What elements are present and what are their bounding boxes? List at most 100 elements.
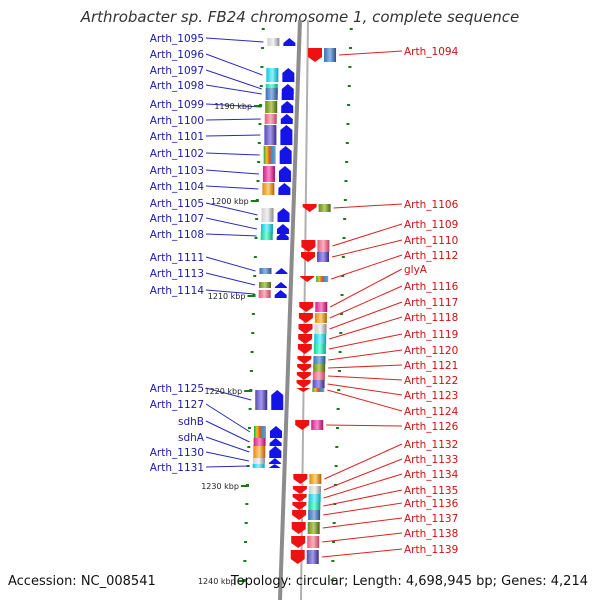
reverse-gene-arrow	[292, 502, 307, 510]
feature-block	[308, 494, 321, 502]
feature-block	[264, 125, 277, 145]
feature-block	[264, 114, 277, 124]
reverse-gene-arrow	[301, 240, 316, 252]
feature-block	[315, 302, 328, 312]
reverse-label-line	[328, 333, 403, 350]
forward-gene-arrow	[283, 38, 296, 46]
forward-label-lines	[205, 37, 264, 468]
reverse-gene-arrow	[308, 48, 323, 62]
reverse-gene-arrow	[292, 494, 307, 502]
tick-right	[334, 465, 338, 467]
forward-gene-label: Arth_1113	[150, 268, 204, 280]
reverse-gene-arrow	[298, 313, 313, 323]
feature-block	[312, 388, 325, 392]
reverse-gene-label: Arth_1138	[404, 528, 458, 540]
feature-block	[313, 364, 326, 372]
feature-block	[258, 282, 271, 288]
tick-left	[249, 370, 253, 372]
tick-left	[248, 408, 252, 410]
reverse-gene-arrow	[292, 510, 307, 520]
forward-gene-arrow	[268, 464, 281, 468]
scale-label: 1240 kbp	[198, 577, 236, 586]
feature-block	[262, 166, 275, 182]
tick-right	[347, 104, 351, 106]
forward-label-line	[205, 403, 251, 433]
forward-gene-label: Arth_1114	[150, 285, 205, 297]
forward-gene-arrow	[276, 224, 289, 234]
reverse-gene-label: Arth_1139	[404, 544, 458, 556]
forward-gene-label: Arth_1101	[150, 131, 204, 143]
tick-right	[343, 218, 347, 220]
chromosome-backbone-left	[278, 19, 302, 600]
feature-block	[313, 356, 326, 364]
reverse-gene-labels: Arth_1094 Arth_1106 Arth_1109 Arth_1110 Arth…	[404, 46, 459, 556]
feature-block	[314, 324, 327, 334]
feature-block	[312, 380, 325, 388]
reverse-gene-arrow	[293, 474, 308, 484]
feature-block	[317, 240, 330, 252]
reverse-feature-blocks	[306, 48, 337, 564]
forward-label-line	[205, 118, 261, 121]
accession-text: Accession: NC_008541	[8, 574, 156, 589]
tick-right	[335, 446, 339, 448]
reverse-gene-label: Arth_1120	[404, 345, 458, 357]
feature-block	[262, 183, 275, 195]
reverse-label-line	[323, 502, 403, 516]
reverse-gene-label: Arth_1123	[404, 390, 458, 402]
reverse-gene-arrows	[290, 48, 323, 564]
reverse-gene-label: Arth_1106	[404, 199, 459, 211]
tick-left	[251, 332, 255, 334]
forward-gene-arrow	[269, 446, 282, 458]
tick-right	[345, 142, 349, 144]
reverse-gene-label: Arth_1121	[404, 360, 458, 372]
reverse-label-line	[332, 223, 403, 247]
tick-left	[260, 66, 264, 68]
forward-label-line	[205, 202, 258, 216]
feature-block	[316, 276, 329, 282]
reverse-gene-label: Arth_1116	[404, 281, 459, 293]
tick-right	[344, 180, 348, 182]
feature-block	[259, 268, 272, 274]
reverse-label-line	[327, 383, 403, 396]
forward-gene-arrow	[276, 232, 289, 240]
topology-text: Topology: circular; Length: 4,698,945 bp…	[230, 574, 588, 589]
forward-label-line	[205, 69, 262, 90]
reverse-label-line	[328, 364, 403, 369]
feature-block	[312, 372, 325, 380]
forward-gene-label: Arth_1107	[150, 213, 204, 225]
forward-gene-arrow	[268, 458, 281, 464]
reverse-gene-label: Arth_1094	[404, 46, 459, 58]
tick-left	[255, 218, 259, 220]
feature-block	[314, 313, 327, 323]
forward-gene-label: Arth_1102	[150, 148, 204, 160]
forward-gene-arrow	[277, 208, 290, 222]
forward-gene-label: Arth_1108	[150, 229, 204, 241]
reverse-gene-label: Arth_1133	[404, 454, 458, 466]
tick-right	[337, 389, 341, 391]
reverse-gene-arrow	[291, 522, 306, 534]
reverse-gene-arrow	[292, 486, 307, 494]
reverse-gene-label: Arth_1137	[404, 513, 458, 525]
reverse-gene-arrow	[297, 344, 312, 354]
scale-label: 1200 kbp	[211, 197, 249, 206]
forward-gene-label: Arth_1100	[150, 115, 204, 127]
reverse-label-line	[324, 443, 403, 480]
forward-gene-labels: Arth_1095 Arth_1096 Arth_1097 Arth_1098 Arth…	[150, 33, 205, 474]
reverse-gene-label: Arth_1136	[404, 498, 459, 510]
forward-label-line	[205, 103, 262, 108]
forward-label-line	[205, 451, 249, 462]
tick-right	[348, 66, 352, 68]
feature-block	[261, 208, 274, 222]
reverse-gene-arrow	[302, 204, 317, 212]
reverse-label-line	[322, 517, 403, 529]
forward-gene-label: Arth_1105	[150, 198, 204, 210]
forward-gene-arrow	[271, 390, 284, 410]
reverse-label-line	[329, 316, 403, 340]
feature-block	[260, 224, 273, 234]
forward-label-line	[205, 217, 258, 230]
feature-block	[309, 474, 322, 484]
tick-right	[343, 199, 347, 201]
tick-right	[349, 47, 353, 49]
feature-block	[254, 426, 266, 438]
